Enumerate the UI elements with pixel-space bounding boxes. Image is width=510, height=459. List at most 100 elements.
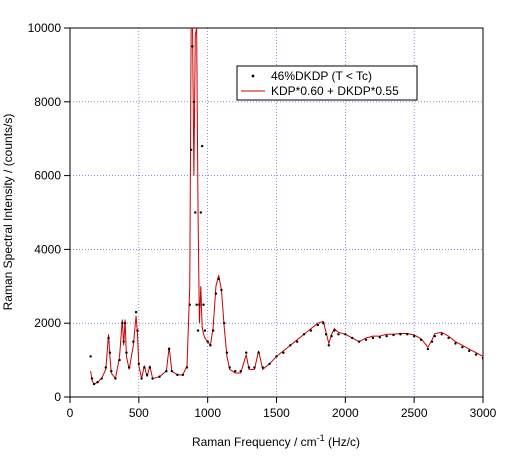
data-point <box>136 329 139 332</box>
data-point <box>188 303 191 306</box>
data-point <box>196 329 200 332</box>
data-point <box>214 292 218 295</box>
data-point <box>302 333 306 336</box>
data-point <box>121 322 124 325</box>
data-point <box>247 366 251 369</box>
data-point <box>110 369 113 373</box>
data-point <box>324 333 328 336</box>
y-tick-label: 2000 <box>34 316 61 330</box>
data-point <box>399 333 402 336</box>
data-point <box>412 334 416 338</box>
data-point <box>371 336 375 340</box>
data-point <box>170 369 174 373</box>
data-line <box>90 28 483 385</box>
data-point <box>108 351 112 354</box>
data-point <box>90 377 94 380</box>
data-point <box>220 288 223 292</box>
data-point <box>222 322 226 325</box>
data-point <box>114 377 117 380</box>
data-point <box>194 211 197 214</box>
data-point <box>148 366 152 369</box>
data-point <box>378 336 381 339</box>
data-point <box>185 366 189 369</box>
legend-box <box>236 65 418 101</box>
data-point <box>132 340 135 343</box>
data-point <box>211 329 215 332</box>
data-point <box>461 345 464 349</box>
data-point <box>385 334 388 338</box>
x-tick-label: 1000 <box>194 406 221 420</box>
data-point <box>199 211 202 214</box>
data-point <box>127 366 131 369</box>
data-point <box>181 373 185 377</box>
data-point <box>143 366 146 369</box>
data-point <box>406 333 409 336</box>
legend-label: 46%DKDP (T < Tc) <box>271 69 372 83</box>
data-point <box>468 349 471 353</box>
data-point <box>122 340 125 343</box>
data-point <box>125 351 128 354</box>
legend-label: KDP*0.60 + DKDP*0.55 <box>271 84 399 98</box>
data-point <box>234 369 237 373</box>
data-point <box>322 322 325 325</box>
data-point <box>275 355 278 358</box>
data-point <box>206 340 209 343</box>
data-point <box>191 45 194 48</box>
data-point <box>337 333 340 336</box>
y-tick-label: 0 <box>54 390 61 404</box>
data-point <box>140 377 143 380</box>
data-point <box>357 340 361 343</box>
data-point <box>203 329 207 332</box>
data-point <box>351 336 354 340</box>
data-point <box>295 340 299 343</box>
data-point <box>176 373 179 377</box>
y-axis-label: Raman Spectral Intensity / (counts/s) <box>1 114 15 311</box>
x-tick-label: 0 <box>67 406 74 420</box>
data-point <box>228 366 231 369</box>
data-point <box>253 366 256 369</box>
data-point <box>151 377 154 380</box>
data-point <box>92 382 96 386</box>
data-point <box>202 303 205 306</box>
y-tick-label: 10000 <box>28 21 62 35</box>
data-point <box>167 347 171 351</box>
data-point <box>225 351 229 354</box>
data-point <box>454 342 457 345</box>
y-tick-label: 4000 <box>34 242 61 256</box>
data-point <box>239 369 242 373</box>
data-point <box>364 338 368 342</box>
data-point <box>165 369 168 373</box>
data-point <box>327 344 331 347</box>
data-point <box>419 338 423 342</box>
data-point <box>200 144 204 148</box>
data-point <box>107 336 110 340</box>
data-point <box>344 333 347 336</box>
data-point <box>137 362 141 365</box>
data-point <box>440 333 443 336</box>
data-point <box>426 347 430 351</box>
data-point <box>481 357 483 360</box>
data-point <box>198 303 201 306</box>
legend-marker <box>251 74 255 78</box>
data-point <box>123 322 127 325</box>
data-point <box>192 100 196 104</box>
x-tick-label: 1500 <box>263 406 290 420</box>
data-point <box>289 344 292 347</box>
data-point <box>261 366 264 369</box>
x-tick-label: 500 <box>129 406 149 420</box>
data-point <box>96 381 99 384</box>
data-point <box>89 355 92 358</box>
data-point <box>158 375 161 378</box>
plot-frame <box>69 27 484 398</box>
y-tick-label: 8000 <box>34 95 61 109</box>
data-point <box>330 334 333 338</box>
data-point <box>257 351 260 354</box>
data-point <box>447 336 450 340</box>
data-point <box>430 340 434 343</box>
data-point <box>316 323 319 327</box>
data-point <box>100 377 103 380</box>
data-point <box>392 333 395 337</box>
data-point <box>268 362 271 365</box>
data-point <box>134 310 138 314</box>
